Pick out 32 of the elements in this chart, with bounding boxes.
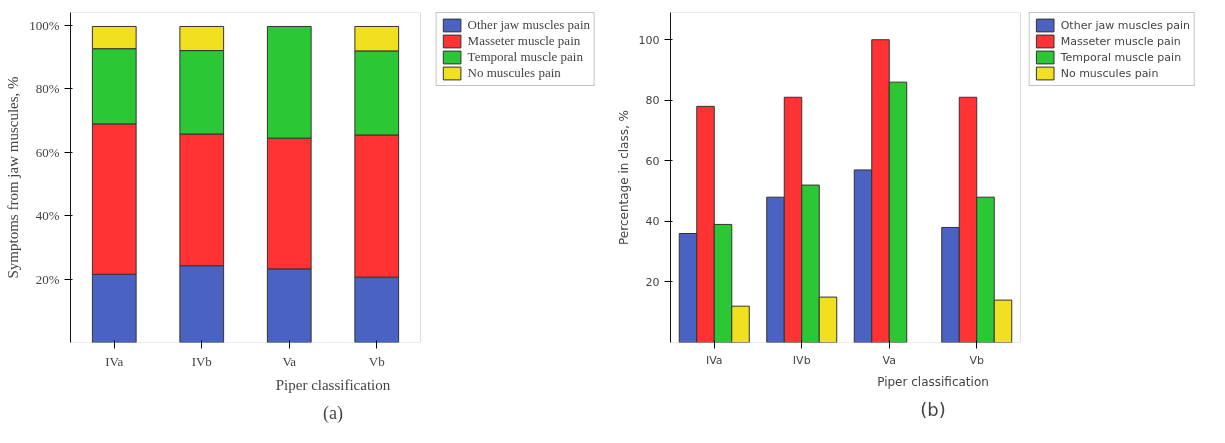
y-axis-title: Percentage in class, %	[616, 110, 631, 245]
y-tick-label: 80	[645, 94, 660, 108]
legend-label: Masseter muscle pain	[467, 33, 581, 49]
y-tick-label: 20	[645, 275, 660, 289]
y-tick-label: 20%	[35, 271, 60, 287]
legend-label: Masseter muscle pain	[1060, 34, 1181, 48]
x-tick-label: Va	[282, 353, 297, 369]
legend-label: No muscules pain	[1060, 66, 1159, 80]
legend-label: Other jaw muscles pain	[467, 17, 590, 33]
text: (b)	[920, 398, 946, 420]
y-axis-title: Symptoms from jaw muscules, %	[5, 76, 22, 279]
x-tick-label: Vb	[969, 353, 985, 367]
legend-label: Temporal muscle pain	[467, 49, 583, 65]
y-tick-label: 100%	[29, 17, 60, 33]
x-axis-title: Piper classification	[877, 374, 989, 389]
y-tick-label: 100	[638, 33, 660, 47]
y-tick-label: 60%	[35, 144, 60, 160]
text: (a)	[323, 402, 343, 424]
x-tick-label: IVb	[191, 353, 212, 369]
x-tick-label: IVa	[105, 353, 124, 369]
x-axis-title: Piper classification	[275, 376, 391, 393]
y-tick-label: 40%	[35, 208, 60, 224]
x-tick-label: Va	[882, 353, 896, 367]
x-tick-label: IVb	[792, 353, 811, 367]
legend-label: Temporal muscle pain	[1060, 50, 1182, 64]
x-tick-label: Vb	[368, 353, 385, 369]
y-tick-label: 40	[645, 215, 660, 229]
x-tick-label: IVa	[705, 353, 723, 367]
legend-label: No muscules pain	[467, 65, 561, 81]
y-tick-label: 60	[645, 154, 660, 168]
y-tick-label: 80%	[35, 81, 60, 97]
legend-label: Other jaw muscles pain	[1060, 18, 1190, 32]
